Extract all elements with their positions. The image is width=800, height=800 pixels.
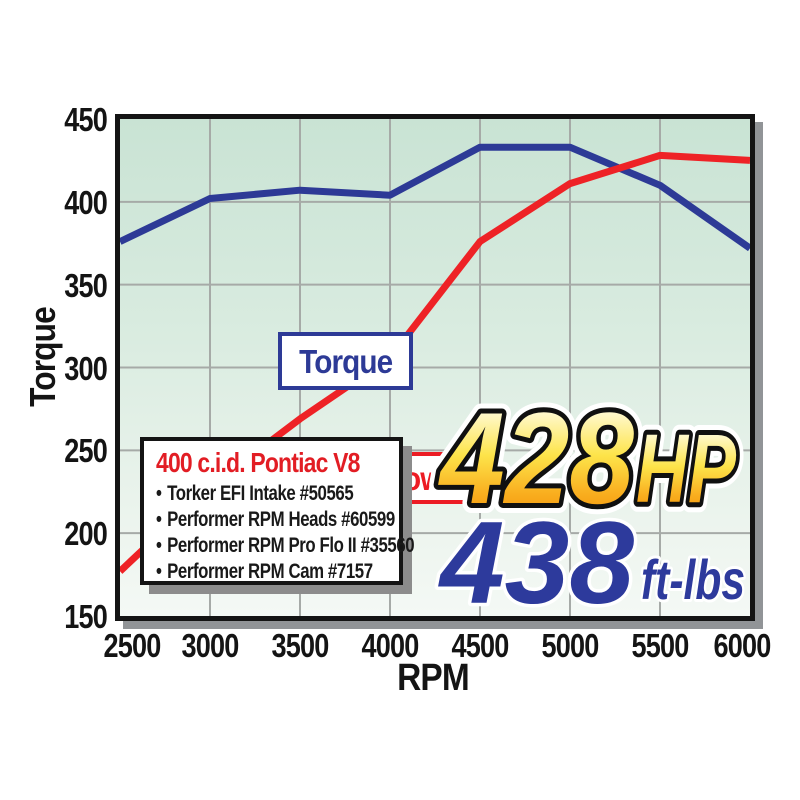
bullet-icon: • [156, 508, 162, 531]
bullet-icon: • [156, 534, 162, 557]
y-tick-label: 450 [64, 101, 108, 138]
torque-series-label: Torque [298, 342, 393, 380]
x-tick-label: 4500 [451, 627, 510, 664]
x-tick-label: 2500 [103, 627, 162, 664]
torque-unit: ft-lbs [641, 548, 745, 611]
torque-series-label-box: Torque [278, 332, 413, 390]
engine-info-item: • Performer RPM Pro Flo II #35560 [156, 533, 415, 559]
x-tick-label: 5500 [631, 627, 690, 664]
torque-curve [120, 143, 750, 252]
hp-value-halo: 428 [437, 385, 634, 531]
engine-info-item-text: Performer RPM Cam #7157 [167, 560, 373, 583]
engine-info-box: 400 c.i.d. Pontiac V8 • Torker EFI Intake… [140, 437, 415, 585]
hp-value: 428 [437, 385, 634, 531]
x-tick-label: 5000 [541, 627, 600, 664]
engine-info-item-text: Torker EFI Intake #50565 [167, 482, 354, 505]
y-tick-label: 200 [64, 515, 108, 553]
engine-info-list: • Torker EFI Intake #50565 • Performer RPM … [156, 481, 415, 585]
x-tick-label: 4000 [361, 627, 420, 664]
engine-info-item: • Performer RPM Cam #7157 [156, 559, 373, 585]
engine-info-item-text: Performer RPM Pro Flo II #35560 [167, 534, 415, 557]
y-tick-label: 350 [64, 266, 108, 304]
x-axis-title: RPM [397, 657, 470, 699]
bullet-icon: • [156, 560, 162, 583]
engine-info-item: • Performer RPM Heads #60599 [156, 507, 395, 533]
results-banner: 428 HP 428 HP 438 ft-lbs [428, 385, 748, 625]
y-tick-label: 300 [64, 349, 108, 387]
engine-info-title: 400 c.i.d. Pontiac V8 [156, 447, 360, 478]
torque-value: 438 [438, 497, 634, 625]
y-tick-label: 150 [64, 598, 108, 635]
hp-unit: HP [636, 414, 736, 523]
x-tick-label: 3000 [181, 627, 240, 664]
y-tick-label: 400 [64, 183, 108, 221]
y-tick-label: 250 [64, 432, 108, 470]
x-tick-label: 3500 [271, 627, 330, 664]
bullet-icon: • [156, 482, 162, 505]
x-tick-label: 6000 [713, 627, 772, 664]
hp-unit-halo: HP [636, 414, 736, 523]
engine-info-item-text: Performer RPM Heads #60599 [167, 508, 395, 531]
engine-info-item: • Torker EFI Intake #50565 [156, 481, 354, 507]
